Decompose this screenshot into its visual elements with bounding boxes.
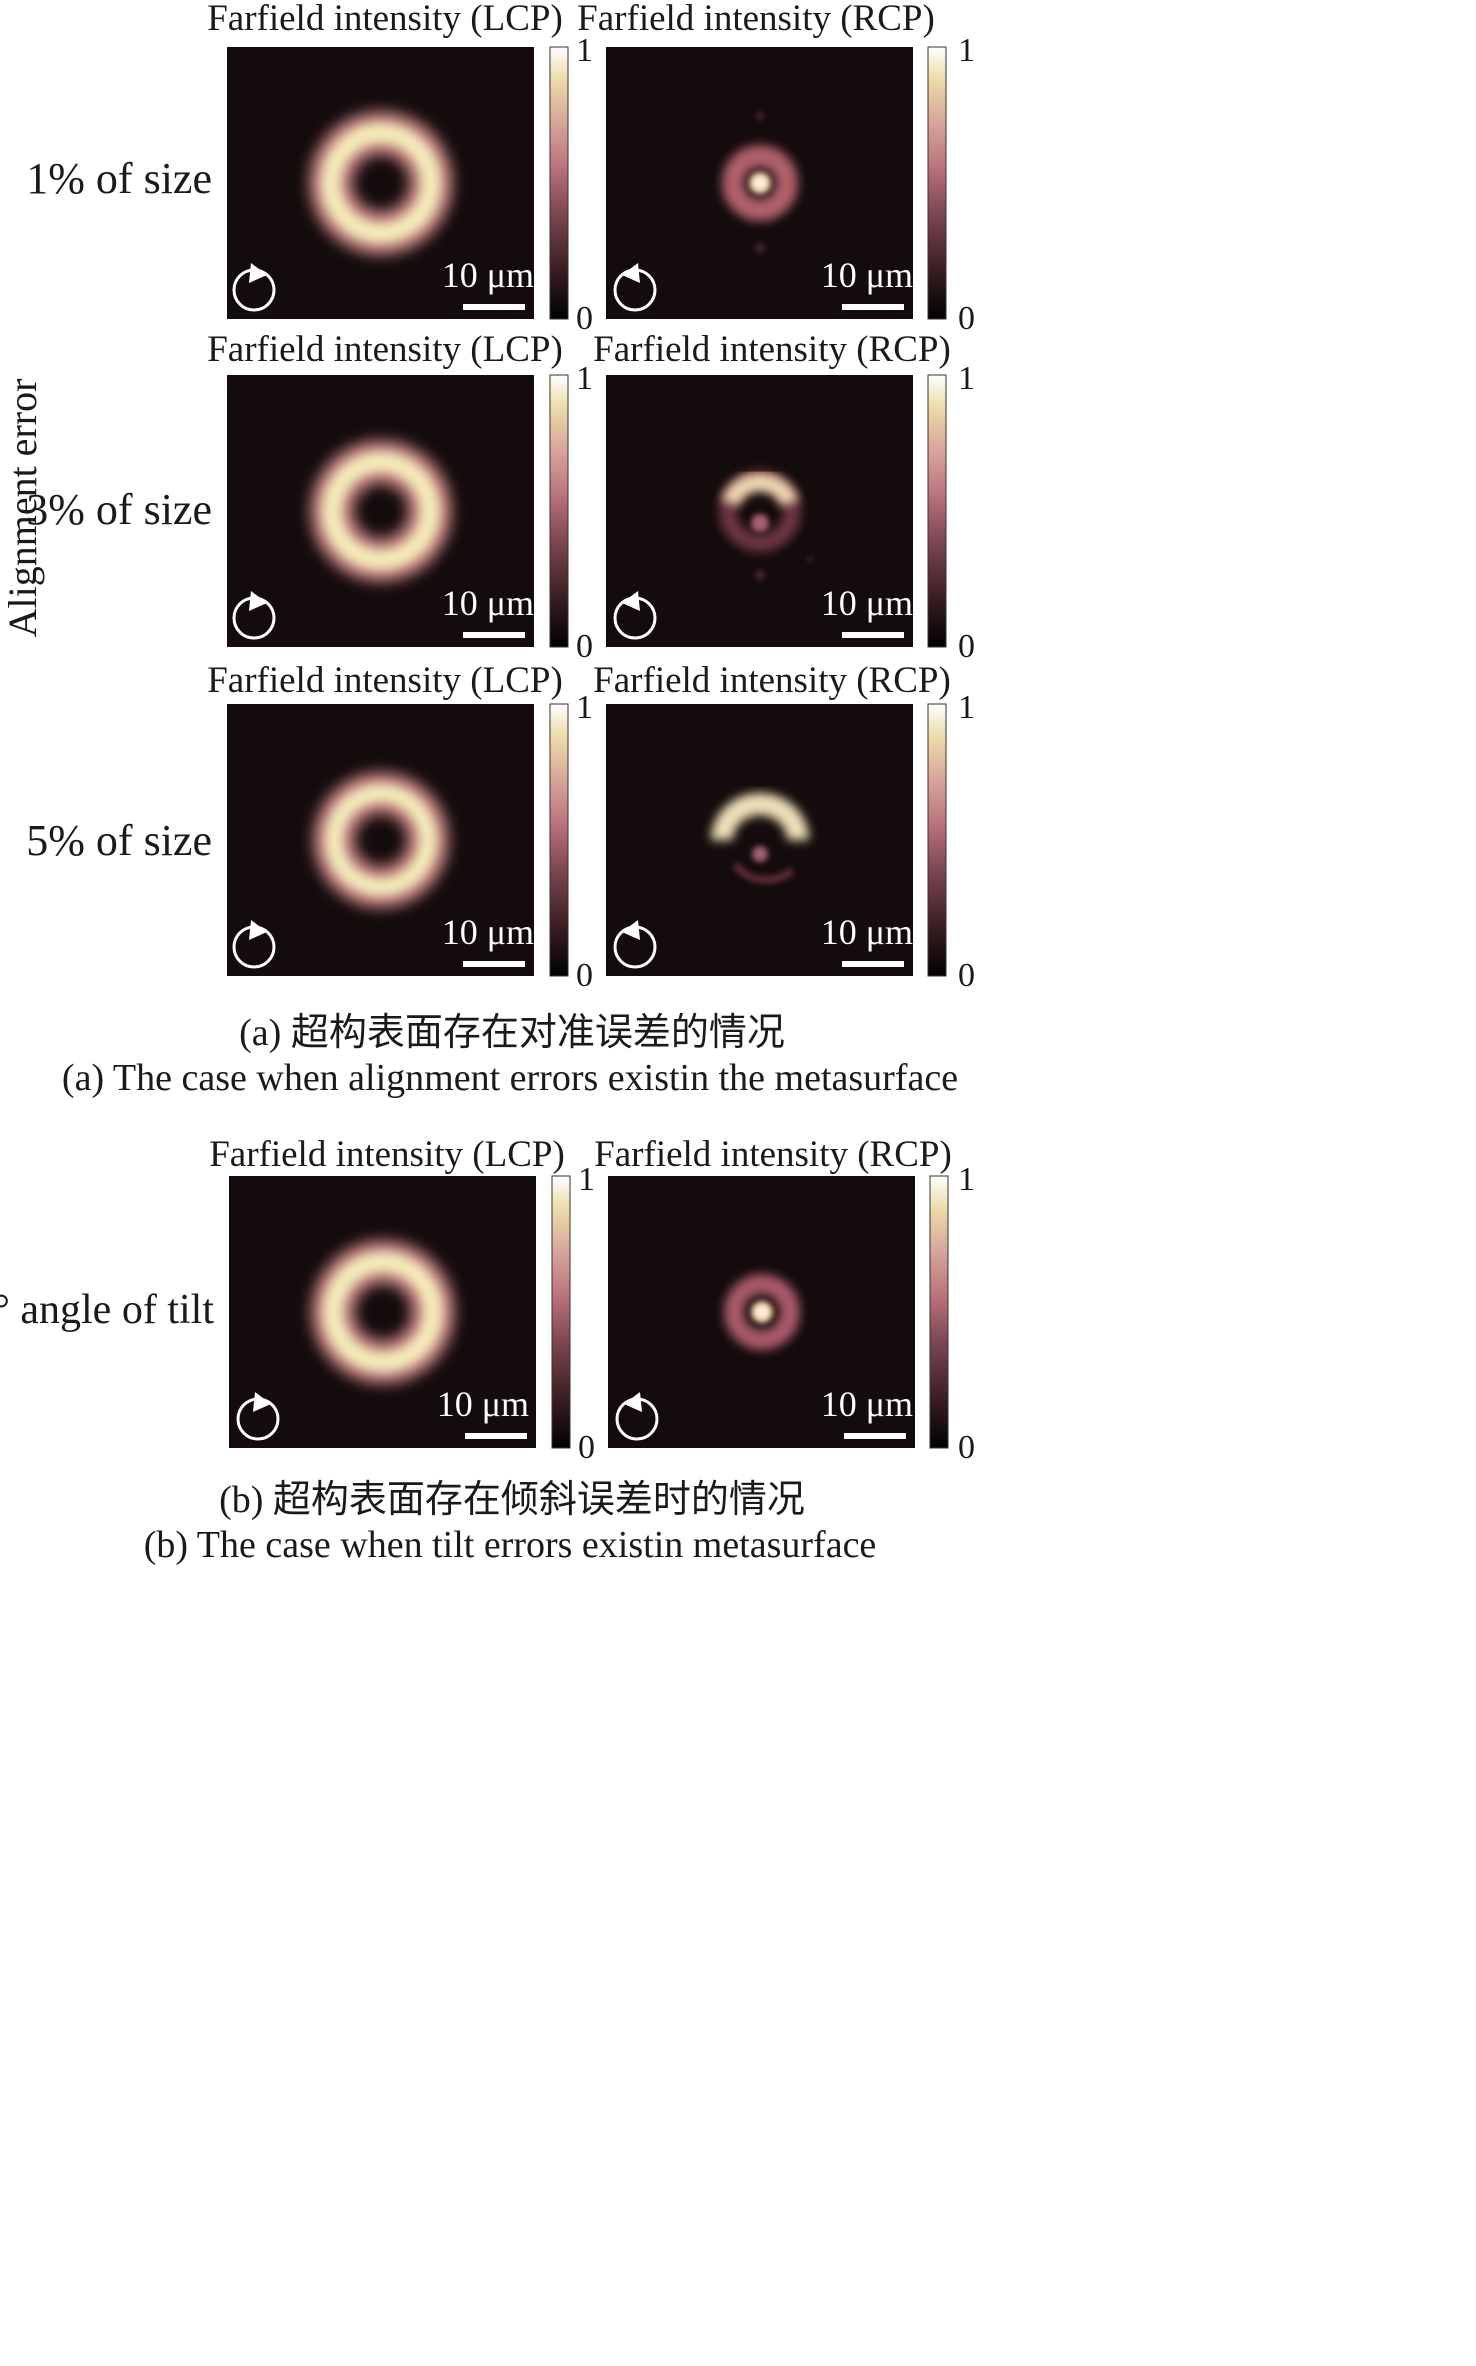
svg-text:1: 1 (576, 689, 593, 726)
panel-rcp: 10 μm (608, 1176, 915, 1448)
rcp-ring-with-spot (724, 1274, 800, 1350)
lcp-ring (309, 111, 453, 255)
svg-text:0: 0 (578, 1429, 595, 1466)
panel-rcp: 10 μm (606, 47, 913, 319)
panel-title-rcp: Farfield intensity (RCP) (593, 660, 951, 701)
y-axis-label: Alignment error (0, 379, 45, 638)
row-1: 1% of size Farfield intensity (LCP) 10 μ… (26, 0, 975, 337)
svg-text:1: 1 (576, 32, 593, 69)
panel-rcp: 10 μm (606, 375, 913, 647)
scale-label: 10 μm (821, 255, 913, 295)
svg-text:1: 1 (578, 1161, 595, 1198)
row-label: 1% of size (26, 154, 212, 203)
panel-background (227, 704, 534, 976)
panel-title-lcp: Farfield intensity (LCP) (207, 329, 563, 370)
rcp-ring-with-spot (722, 112, 798, 253)
scale-bar (842, 304, 904, 310)
rcp-arc-with-spot (711, 793, 809, 884)
counterclockwise-arrow-circle-icon (613, 263, 657, 312)
panel-background (227, 47, 534, 319)
panel-rcp: 10 μm (606, 704, 913, 976)
section-a: Alignment error 1% of size Farfield inte… (0, 0, 975, 1099)
clockwise-arrow-circle-icon (232, 263, 276, 312)
scale-bar (842, 961, 904, 967)
panel-background (606, 375, 913, 647)
panel-lcp: 10 μm (229, 1176, 536, 1448)
panel-lcp: 10 μm (227, 704, 534, 976)
scale-bar (844, 1433, 906, 1439)
colorbar: 1 0 (927, 32, 975, 337)
scale-label: 10 μm (821, 1384, 913, 1424)
svg-text:1: 1 (576, 360, 593, 397)
caption-en-b: (b) The case when tilt errors existin me… (144, 1524, 877, 1566)
clockwise-arrow-circle-icon (236, 1392, 280, 1441)
scale-bar (842, 632, 904, 638)
counterclockwise-arrow-circle-icon (615, 1392, 659, 1441)
scale-bar (463, 304, 525, 310)
row-label: 1° angle of tilt (0, 1287, 214, 1333)
caption-cn-a: (a) 超构表面存在对准误差的情况 (239, 1012, 785, 1054)
row-3: 5% of size Farfield intensity (LCP) 10 μ… (26, 660, 975, 994)
svg-text:0: 0 (958, 628, 975, 665)
clockwise-arrow-circle-icon (232, 920, 276, 969)
scale-label: 10 μm (821, 912, 913, 952)
svg-text:0: 0 (576, 957, 593, 994)
row-label: 5% of size (26, 816, 212, 865)
panel-background (606, 704, 913, 976)
panel-title-lcp: Farfield intensity (LCP) (207, 0, 563, 39)
svg-text:0: 0 (958, 1429, 975, 1466)
lcp-ring (310, 440, 452, 582)
clockwise-arrow-circle-icon (232, 591, 276, 640)
panel-title-rcp: Farfield intensity (RCP) (593, 329, 951, 370)
colorbar: 1 0 (549, 360, 593, 665)
panel-lcp: 10 μm (227, 47, 534, 319)
scale-bar (463, 632, 525, 638)
svg-text:0: 0 (576, 628, 593, 665)
colorbar: 1 0 (549, 689, 593, 994)
row-2: 3% of size Farfield intensity (LCP) 10 μ… (26, 329, 975, 665)
panel-background (229, 1176, 536, 1448)
scale-label: 10 μm (442, 255, 534, 295)
svg-text:1: 1 (958, 32, 975, 69)
counterclockwise-arrow-circle-icon (613, 920, 657, 969)
svg-text:0: 0 (958, 300, 975, 337)
panel-title-rcp: Farfield intensity (RCP) (594, 1134, 952, 1175)
colorbar: 1 0 (549, 32, 593, 337)
counterclockwise-arrow-circle-icon (613, 591, 657, 640)
caption-en-a: (a) The case when alignment errors exist… (62, 1057, 958, 1099)
scale-label: 10 μm (442, 912, 534, 952)
panel-background (227, 375, 534, 647)
panel-title-rcp: Farfield intensity (RCP) (577, 0, 935, 39)
panel-title-lcp: Farfield intensity (LCP) (207, 660, 563, 701)
lcp-ring (313, 772, 449, 908)
scale-bar (465, 1433, 527, 1439)
colorbar: 1 0 (551, 1161, 595, 1466)
scale-label: 10 μm (442, 583, 534, 623)
colorbar: 1 0 (927, 360, 975, 665)
caption-cn-b: (b) 超构表面存在倾斜误差时的情况 (219, 1479, 805, 1521)
svg-text:1: 1 (958, 689, 975, 726)
colorbar: 1 0 (927, 689, 975, 994)
scale-label: 10 μm (437, 1384, 529, 1424)
colorbar: 1 0 (929, 1161, 975, 1466)
svg-text:1: 1 (958, 1161, 975, 1198)
svg-text:1: 1 (958, 360, 975, 397)
scale-label: 10 μm (821, 583, 913, 623)
lcp-ring (311, 1240, 455, 1384)
rcp-arc-with-spot (719, 470, 813, 580)
scale-bar (463, 961, 525, 967)
panel-title-lcp: Farfield intensity (LCP) (209, 1134, 565, 1175)
section-b: 1° angle of tilt Farfield intensity (LCP… (0, 1134, 975, 1566)
svg-text:0: 0 (958, 957, 975, 994)
panel-lcp: 10 μm (227, 375, 534, 647)
svg-text:0: 0 (576, 300, 593, 337)
row-label: 3% of size (26, 485, 212, 534)
